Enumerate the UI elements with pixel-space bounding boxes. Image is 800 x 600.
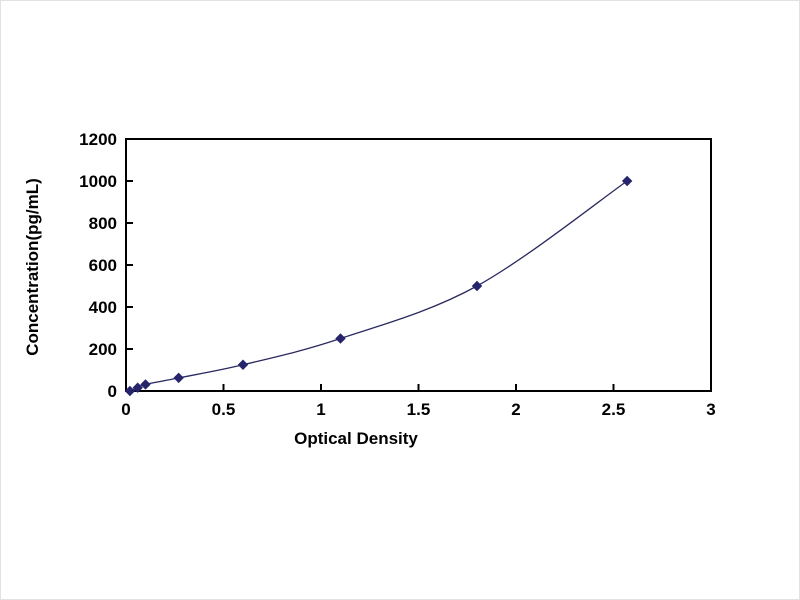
y-tick-label: 0 <box>108 382 117 401</box>
data-point-marker <box>124 385 136 397</box>
x-tick-label: 0.5 <box>212 400 236 419</box>
y-tick-label: 200 <box>89 340 117 359</box>
y-tick-label: 400 <box>89 298 117 317</box>
standard-curve-line <box>129 180 628 392</box>
data-point-marker <box>621 175 633 187</box>
y-tick-label: 1000 <box>79 172 117 191</box>
x-tick-label: 0 <box>121 400 130 419</box>
data-point-marker <box>237 359 249 370</box>
data-point-marker <box>471 280 483 292</box>
x-tick-label: 1 <box>316 400 325 419</box>
data-point-marker <box>335 333 346 344</box>
data-point-marker <box>173 372 184 384</box>
y-tick-label: 1200 <box>79 130 117 149</box>
y-tick-label: 800 <box>89 214 117 233</box>
y-tick-label: 600 <box>89 256 117 275</box>
x-axis-title: Optical Density <box>294 429 418 448</box>
x-tick-label: 2 <box>511 400 520 419</box>
x-tick-label: 3 <box>706 400 715 419</box>
data-point-marker <box>132 382 143 393</box>
x-tick-label: 2.5 <box>602 400 626 419</box>
plot-frame <box>125 138 712 392</box>
x-tick-label: 1.5 <box>407 400 431 419</box>
data-point-marker <box>140 379 151 390</box>
y-axis-title: Concentration(pg/mL) <box>23 178 42 356</box>
